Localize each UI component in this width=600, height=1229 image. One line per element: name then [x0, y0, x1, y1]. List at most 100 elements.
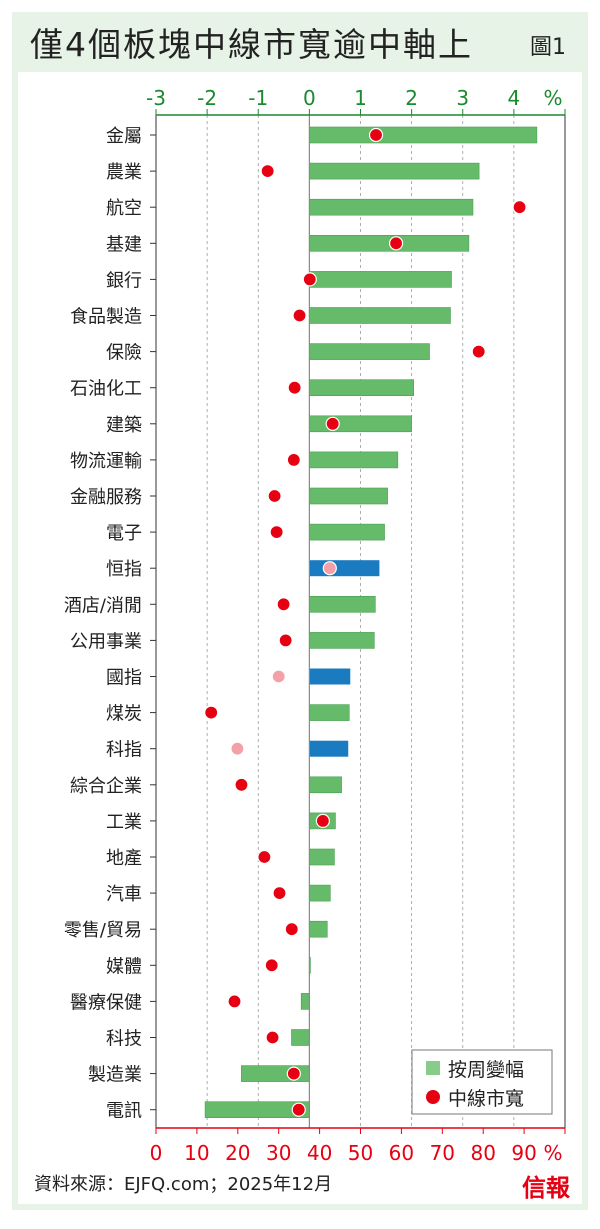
dot-market-breadth [234, 777, 249, 792]
dot-market-breadth [272, 885, 287, 901]
bar-weekly-change [309, 487, 388, 505]
dot-market-breadth [302, 272, 317, 287]
category-label: 醫療保健 [70, 992, 142, 1013]
legend-label-market-breadth: 中線市寬 [448, 1088, 524, 1110]
dot-market-breadth [291, 1102, 306, 1117]
bottom-axis-tick-label: 30 [266, 1141, 291, 1165]
category-label: 零售/貿易 [64, 920, 142, 941]
top-axis-tick-label: 4 [508, 86, 521, 110]
bottom-axis-tick-label: 50 [348, 1141, 373, 1165]
dot-market-breadth [204, 705, 219, 720]
top-axis-tick-label: 1 [354, 86, 367, 110]
bar-weekly-change [309, 271, 452, 288]
bar-weekly-change [300, 993, 310, 1010]
dot-market-breadth [257, 849, 272, 865]
dot-market-breadth [286, 1066, 301, 1081]
category-label: 基建 [106, 234, 142, 255]
bar-weekly-change [309, 920, 328, 938]
category-label: 銀行 [106, 270, 142, 291]
bar-weekly-change [309, 776, 342, 794]
top-axis-tick-label: -2 [197, 86, 217, 110]
category-label: 建築 [106, 415, 142, 436]
dot-market-breadth [388, 236, 404, 251]
dot-market-breadth [512, 200, 527, 215]
category-label: 地產 [106, 848, 142, 869]
dot-market-breadth [287, 380, 302, 395]
bottom-axis-tick-label: 80 [470, 1141, 495, 1165]
top-axis-tick-label: 2 [405, 86, 418, 110]
dot-market-breadth [265, 1030, 280, 1045]
category-label: 製造業 [88, 1065, 142, 1086]
category-label: 科指 [106, 740, 142, 761]
category-label: 工業 [106, 812, 142, 833]
bar-weekly-change [309, 415, 412, 433]
bar-weekly-change [309, 632, 375, 649]
category-label: 綜合企業 [70, 776, 142, 797]
bar-weekly-change [309, 523, 385, 541]
chart-panel [18, 72, 582, 1204]
bar-weekly-change [309, 740, 349, 757]
figure-label: 圖1 [530, 35, 566, 60]
category-label: 電子 [106, 523, 142, 544]
dot-market-breadth [267, 488, 282, 504]
category-label: 公用事業 [70, 631, 142, 652]
dot-market-breadth [260, 164, 275, 179]
bar-weekly-change [309, 560, 380, 577]
dot-market-breadth [471, 344, 486, 359]
category-label: 酒店/消閒 [64, 595, 142, 616]
dot-market-breadth [284, 922, 299, 937]
bottom-axis-tick-label: 90 [511, 1141, 536, 1165]
top-axis-tick-label: 0 [303, 86, 316, 110]
bar-weekly-change [309, 668, 351, 685]
dot-market-breadth [227, 994, 242, 1009]
category-label: 汽車 [106, 884, 142, 905]
legend-dot-swatch [426, 1090, 440, 1104]
dot-market-breadth [368, 127, 384, 143]
bottom-axis-tick-label: 40 [307, 1141, 332, 1165]
category-label: 物流運輸 [70, 451, 142, 472]
dot-market-breadth [322, 561, 337, 576]
bar-weekly-change [309, 704, 350, 721]
bottom-axis-tick-label: 60 [389, 1141, 414, 1165]
chart-title: 僅4個板塊中線市寬逾中軸上 [30, 25, 473, 64]
category-label: 金融服務 [70, 487, 142, 508]
category-label: 食品製造 [70, 307, 142, 328]
bar-weekly-change [309, 451, 399, 469]
category-label: 石油化工 [70, 379, 142, 400]
bottom-axis-tick-label: 20 [225, 1141, 250, 1165]
dot-market-breadth [269, 524, 284, 540]
category-label: 金屬 [106, 126, 142, 147]
bar-weekly-change [309, 343, 430, 360]
bottom-axis-unit: % [543, 1141, 562, 1165]
category-label: 科技 [106, 1029, 142, 1050]
dot-market-breadth [230, 741, 245, 756]
dot-market-breadth [271, 669, 286, 684]
bar-weekly-change [309, 162, 480, 180]
category-label: 農業 [106, 162, 142, 183]
category-label: 煤炭 [106, 704, 142, 725]
bottom-axis-tick-label: 0 [150, 1141, 163, 1165]
top-axis-tick-label: -1 [248, 86, 268, 110]
category-label: 電訊 [106, 1101, 142, 1122]
bottom-axis-tick-label: 70 [430, 1141, 455, 1165]
legend-bar-swatch [426, 1061, 440, 1075]
dot-market-breadth [292, 308, 307, 323]
dot-market-breadth [286, 452, 301, 467]
legend-label-weekly-change: 按周變幅 [448, 1059, 524, 1081]
bar-weekly-change [309, 595, 376, 613]
dot-market-breadth [276, 597, 291, 612]
bar-weekly-change [309, 848, 335, 866]
bar-weekly-change [291, 1029, 310, 1046]
dot-market-breadth [278, 633, 293, 648]
category-label: 恒指 [106, 559, 142, 580]
dot-market-breadth [264, 958, 279, 973]
bar-weekly-change [309, 379, 414, 397]
source-note: 資料來源：EJFQ.com；2025年12月 [34, 1174, 332, 1195]
dot-market-breadth [325, 416, 340, 431]
top-axis-tick-label: 3 [456, 86, 469, 110]
bar-weekly-change [309, 198, 474, 216]
bar-weekly-change [309, 126, 538, 144]
dot-market-breadth [315, 813, 330, 829]
category-label: 保險 [106, 343, 142, 364]
